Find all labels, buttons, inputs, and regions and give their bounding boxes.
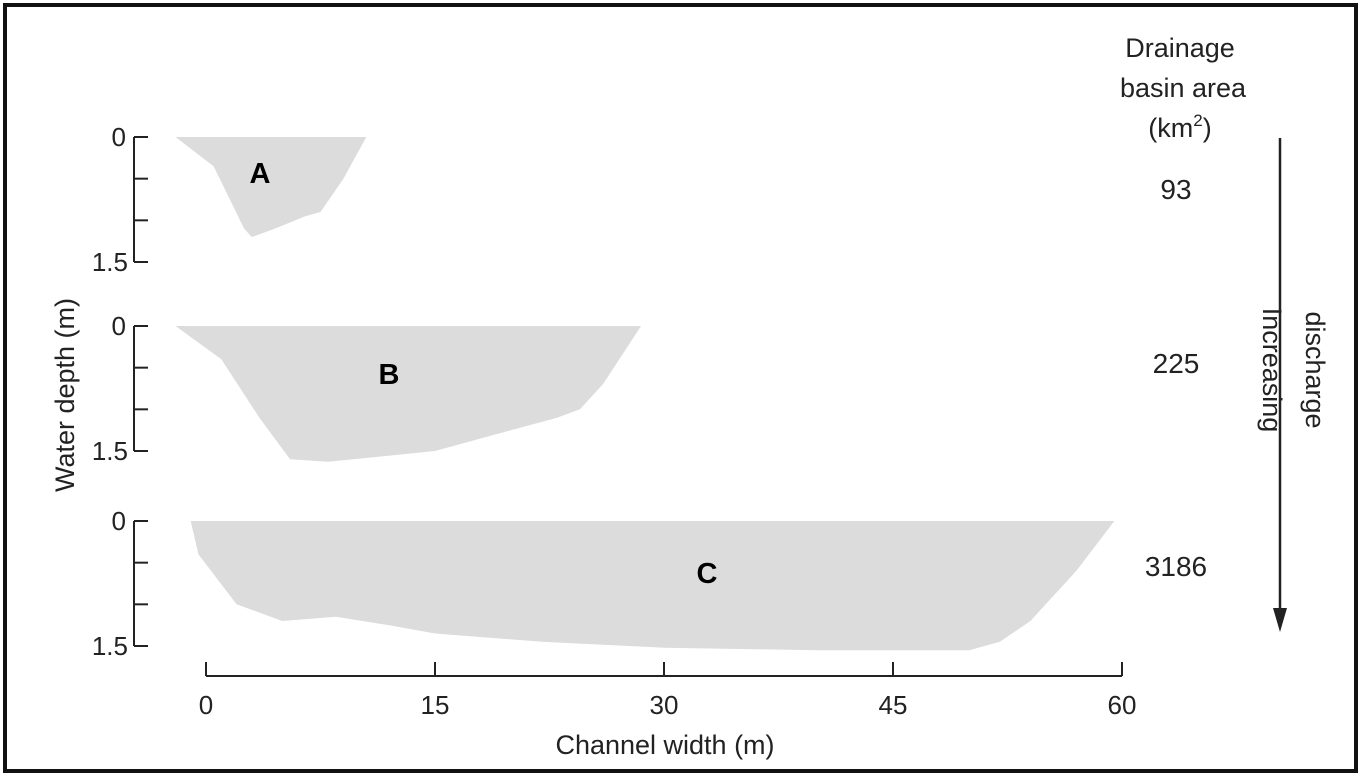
series-label-c: C bbox=[697, 558, 718, 590]
axes: 0 1.5 0 1.5 0 1.5 0 15 30 45 60 bbox=[92, 122, 1137, 720]
header-basin-area: basin area bbox=[1120, 73, 1247, 103]
y-tick-label-top-a: 0 bbox=[112, 122, 126, 152]
drainage-area-value-c: 3186 bbox=[1145, 551, 1207, 582]
drainage-area-value-a: 93 bbox=[1160, 174, 1191, 205]
y-tick-label-bottom-b: 1.5 bbox=[92, 436, 128, 466]
y-tick-label-bottom-c: 1.5 bbox=[92, 631, 128, 661]
x-tick-label-4: 60 bbox=[1108, 690, 1137, 720]
channel-profile-a bbox=[175, 137, 367, 237]
channel-profile-b bbox=[175, 326, 642, 462]
x-tick-label-0: 0 bbox=[199, 690, 213, 720]
channel-profiles bbox=[175, 137, 1115, 651]
x-tick-label-3: 45 bbox=[879, 690, 908, 720]
arrow-head bbox=[1273, 608, 1287, 632]
series-label-a: A bbox=[250, 158, 271, 190]
x-axis-title: Channel width (m) bbox=[555, 730, 774, 760]
y-tick-label-bottom-a: 1.5 bbox=[92, 247, 128, 277]
channel-profile-c bbox=[190, 521, 1115, 651]
header-unit: (km2) bbox=[1148, 111, 1211, 143]
x-tick-label-1: 15 bbox=[421, 690, 450, 720]
increasing-discharge-arrow bbox=[1273, 138, 1287, 632]
y-tick-label-top-c: 0 bbox=[112, 506, 126, 536]
y-tick-label-top-b: 0 bbox=[112, 311, 126, 341]
drainage-area-value-b: 225 bbox=[1153, 348, 1200, 379]
arrow-label-discharge: discharge bbox=[1300, 311, 1330, 428]
y-axis-title: Water depth (m) bbox=[50, 298, 80, 492]
x-tick-label-2: 30 bbox=[650, 690, 679, 720]
header-drainage: Drainage bbox=[1125, 33, 1235, 63]
arrow-label-increasing: Increasing bbox=[1257, 308, 1287, 433]
series-label-b: B bbox=[379, 359, 400, 391]
